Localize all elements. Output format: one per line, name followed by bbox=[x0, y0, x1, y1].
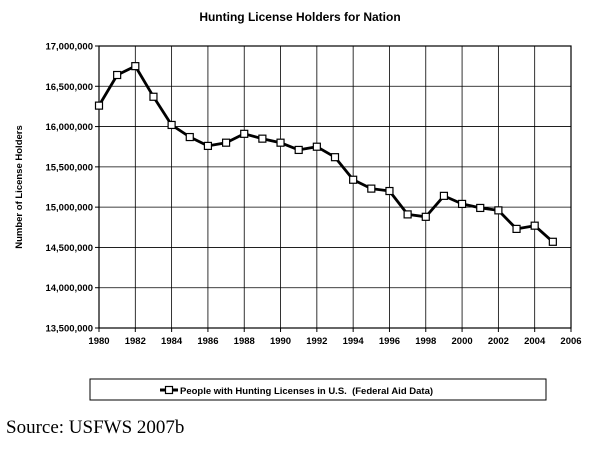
x-tick-label: 2004 bbox=[524, 336, 546, 347]
grid-group bbox=[99, 46, 571, 328]
x-tick-label: 1994 bbox=[343, 336, 365, 347]
data-point bbox=[113, 70, 122, 80]
x-tick-label: 1992 bbox=[306, 336, 327, 347]
data-point bbox=[330, 153, 340, 162]
data-point bbox=[312, 142, 321, 151]
data-point bbox=[367, 184, 376, 193]
data-point bbox=[203, 141, 213, 151]
legend-box bbox=[89, 378, 547, 401]
data-point bbox=[167, 120, 176, 130]
y-tick-label: 13,500,000 bbox=[45, 324, 93, 335]
data-point bbox=[512, 224, 521, 233]
data-point bbox=[530, 221, 539, 230]
x-tick-label: 1986 bbox=[197, 336, 218, 347]
data-point bbox=[403, 210, 412, 219]
y-axis-group: 13,500,000 14,000,000 14,500,000 15,000,000… bbox=[45, 42, 99, 335]
y-axis-label: Number of License Holders bbox=[14, 125, 25, 249]
x-tick-label: 2006 bbox=[560, 336, 581, 347]
x-tick-label: 1982 bbox=[125, 336, 146, 347]
data-point bbox=[457, 199, 467, 209]
y-tick-label: 16,500,000 bbox=[45, 82, 93, 93]
series-group bbox=[94, 62, 557, 246]
x-tick-label: 2002 bbox=[488, 336, 509, 347]
chart-title: Hunting License Holders for Nation bbox=[199, 10, 400, 24]
data-point bbox=[439, 191, 449, 200]
legend: People with Hunting Licenses in U.S. (Fe… bbox=[89, 378, 547, 401]
data-point bbox=[276, 138, 285, 147]
data-point bbox=[421, 212, 430, 221]
series-line bbox=[97, 64, 554, 243]
data-point bbox=[349, 175, 358, 184]
data-point bbox=[258, 134, 267, 143]
y-tick-label: 15,000,000 bbox=[45, 203, 93, 214]
y-tick-label: 14,000,000 bbox=[45, 283, 93, 294]
data-point bbox=[240, 129, 249, 138]
y-tick-label: 17,000,000 bbox=[45, 42, 93, 53]
data-point bbox=[294, 145, 303, 155]
x-axis-group: 1980 1982 1984 1986 1988 1990 1992 1994 1996 1998… bbox=[88, 328, 582, 347]
data-point bbox=[476, 203, 485, 213]
data-point bbox=[185, 132, 194, 142]
plot-frame bbox=[98, 45, 572, 329]
data-point bbox=[385, 186, 394, 196]
x-tick-label: 1996 bbox=[379, 336, 400, 347]
data-point bbox=[221, 138, 231, 147]
x-tick-label: 1988 bbox=[234, 336, 255, 347]
y-tick-label: 16,000,000 bbox=[45, 122, 93, 133]
legend-marker-swatch bbox=[164, 385, 174, 395]
data-point bbox=[548, 237, 557, 246]
legend-label: People with Hunting Licenses in U.S. (Fe… bbox=[180, 386, 433, 397]
data-point bbox=[94, 101, 104, 110]
data-point bbox=[131, 62, 140, 71]
source-caption: Source: USFWS 2007b bbox=[6, 417, 185, 438]
x-tick-label: 1980 bbox=[88, 336, 109, 347]
x-tick-label: 1990 bbox=[270, 336, 291, 347]
data-point bbox=[149, 92, 158, 101]
x-tick-label: 1984 bbox=[161, 336, 183, 347]
x-tick-label: 2000 bbox=[452, 336, 473, 347]
x-tick-label: 1998 bbox=[415, 336, 436, 347]
y-tick-label: 15,500,000 bbox=[45, 162, 93, 173]
y-tick-label: 14,500,000 bbox=[45, 243, 93, 254]
data-point bbox=[494, 206, 503, 215]
